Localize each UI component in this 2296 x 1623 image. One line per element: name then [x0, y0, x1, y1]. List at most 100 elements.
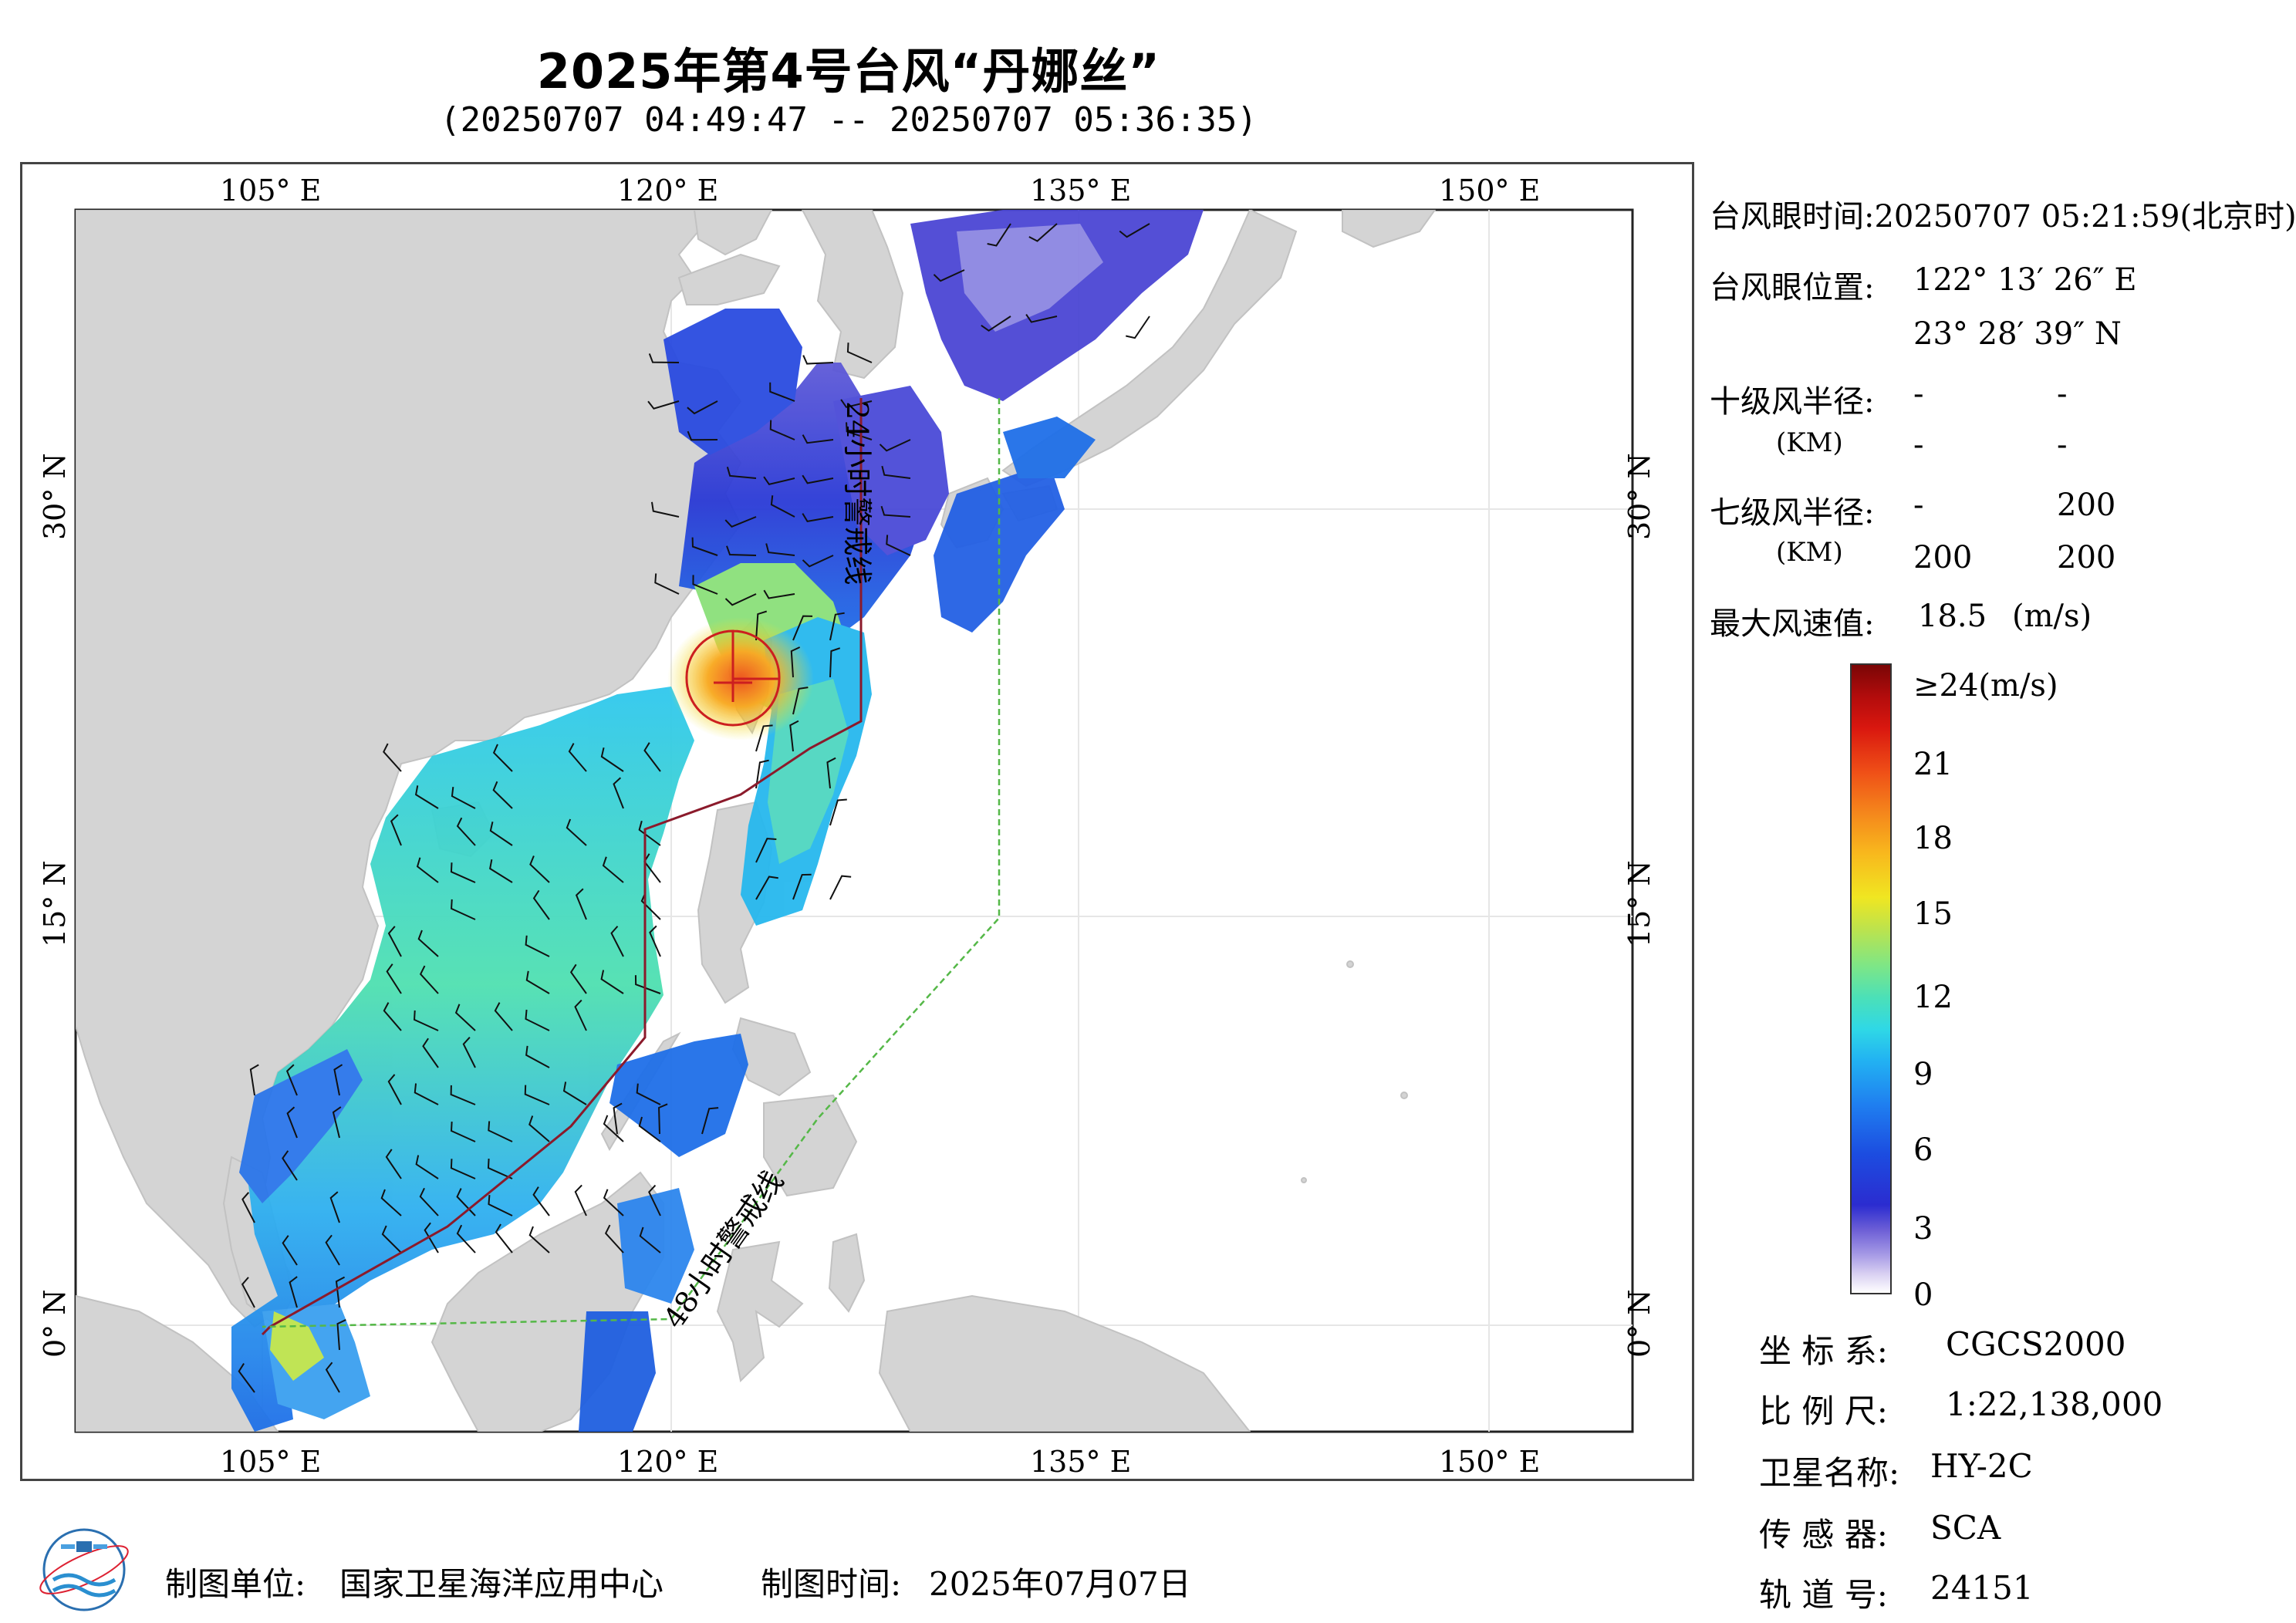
lon-label: 105° E: [220, 174, 321, 208]
wind-barb: [687, 400, 718, 415]
typhoon-eye-marker: [714, 663, 752, 702]
wind-barb: [289, 1276, 298, 1308]
wind-barb: [529, 855, 550, 883]
wind-barb: [422, 1038, 439, 1068]
warning-line-24h-label: 24小时警戒线: [840, 401, 874, 585]
wind-barb: [282, 1235, 298, 1266]
wind-barb: [846, 342, 873, 363]
lat-label: 0° N: [38, 1289, 72, 1358]
wind-barb: [325, 1234, 340, 1266]
wind-barb: [574, 1184, 587, 1216]
wind-barb: [325, 1361, 340, 1393]
new-guinea-island: [878, 1294, 1251, 1432]
lon-label: 135° E: [1030, 174, 1131, 208]
wind-barb: [687, 430, 718, 441]
lon-label: 120° E: [617, 174, 718, 208]
wind-barb: [525, 935, 550, 957]
wind-barb: [613, 1102, 623, 1135]
wind-barb: [424, 1222, 439, 1254]
wind-barb: [387, 926, 402, 957]
lon-label: 105° E: [220, 1445, 321, 1479]
org-value: 国家卫星海洋应用中心: [339, 1565, 664, 1603]
wind-barb: [981, 315, 1011, 332]
wind-barb: [613, 777, 624, 809]
wind-swath-sea-of-japan-light: [957, 224, 1103, 332]
wind-barb: [532, 889, 550, 920]
wind-barb: [886, 535, 911, 556]
wind-barb: [286, 1106, 298, 1139]
wind-barb: [846, 422, 873, 440]
wind-barb: [600, 747, 624, 772]
wind-swath-pacific-japan: [1003, 417, 1096, 478]
lat-label: 15° N: [1622, 860, 1656, 947]
shandong-peninsula: [677, 253, 781, 305]
lon-labels-bottom: 105° E 120° E 135° E 150° E: [220, 1445, 1540, 1479]
wind-barb: [489, 822, 513, 846]
scale-value: 1:22,138,000: [1946, 1385, 2163, 1423]
wind-barb: [390, 814, 402, 846]
wind-barb: [385, 1149, 402, 1179]
r7-value: 200: [2057, 540, 2116, 575]
warning-line-24h: [261, 398, 863, 1336]
sensor-label: 传 感 器:: [1759, 1516, 1888, 1554]
wind-barb: [336, 1319, 346, 1351]
crs-label: 坐 标 系:: [1759, 1332, 1888, 1370]
wind-barb: [802, 474, 834, 484]
r7-value: -: [1913, 488, 1924, 523]
date-value: 2025年07月07日: [929, 1565, 1191, 1603]
japan-hokkaido: [1342, 210, 1437, 248]
wind-barb: [414, 1010, 439, 1031]
wind-barb: [987, 223, 1011, 247]
wind-barb: [525, 970, 550, 994]
wind-barb: [1119, 223, 1150, 238]
max-wind-label: 最大风速值:: [1710, 606, 1875, 642]
wind-barb: [329, 1191, 340, 1223]
mindanao-island: [763, 1094, 858, 1197]
wind-barb: [569, 963, 587, 994]
wind-barb: [692, 575, 718, 595]
wind-barb: [602, 856, 624, 883]
wind-barb: [333, 1064, 343, 1096]
wind-barb: [880, 505, 911, 518]
wind-swath-yellow-sea: [663, 309, 802, 455]
satellite-value: HY-2C: [1930, 1447, 2033, 1485]
r7-value: 200: [1913, 540, 1973, 575]
wind-barb: [755, 724, 773, 752]
wind-barb: [654, 573, 680, 595]
legend-label: 9: [1913, 1057, 1933, 1092]
wind-barb: [604, 1224, 624, 1254]
legend-label: 21: [1913, 747, 1953, 782]
wind-barb: [724, 516, 757, 528]
wind-barb: [826, 757, 836, 789]
wind-barb: [829, 798, 847, 826]
wind-barb: [802, 434, 834, 444]
wind-barb: [241, 1192, 255, 1223]
crs-value: CGCS2000: [1946, 1325, 2126, 1363]
wind-field-map: 24小时警戒线 48小时警戒线 105° E 120° E 135° E 150…: [38, 174, 1656, 1479]
wind-barb: [1025, 314, 1058, 323]
wind-barb: [755, 610, 768, 641]
lon-labels-top: 105° E 120° E 135° E 150° E: [220, 174, 1540, 208]
wind-barb: [525, 1045, 550, 1068]
wind-barb: [769, 420, 795, 440]
wind-barb: [417, 930, 439, 957]
legend-label: 6: [1913, 1132, 1933, 1168]
orbit-label: 轨 道 号:: [1759, 1576, 1888, 1614]
r10-value: -: [1913, 376, 1924, 412]
wind-barb: [285, 1064, 298, 1096]
date-label: 制图时间:: [761, 1565, 902, 1603]
wind-barb: [456, 817, 476, 846]
org-label: 制图单位:: [165, 1565, 306, 1603]
wind-barb: [647, 400, 680, 410]
wind-barb: [241, 1277, 255, 1308]
scale-label: 比 例 尺:: [1759, 1392, 1888, 1430]
wind-speed-colorbar: [1850, 663, 1892, 1294]
legend-label: 3: [1913, 1211, 1933, 1247]
wind-barb: [840, 399, 873, 408]
wind-barb: [450, 862, 476, 883]
wind-barb: [650, 501, 680, 518]
wind-barb: [419, 965, 439, 994]
eye-lat-value: 23° 28′ 39″ N: [1913, 316, 2122, 352]
sulawesi-island: [716, 1240, 804, 1383]
wind-barb: [763, 476, 795, 486]
